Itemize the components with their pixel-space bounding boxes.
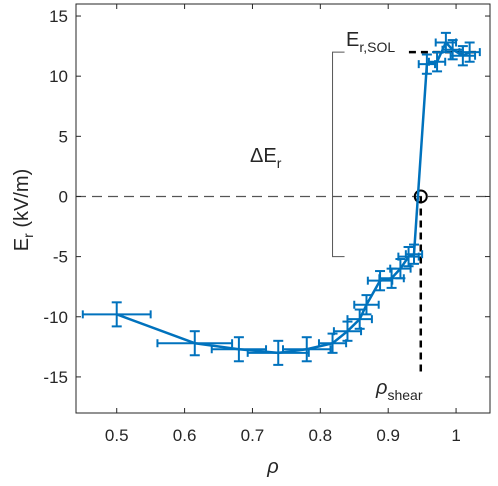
y-tick-label: 5	[59, 127, 68, 146]
x-tick-label: 0.5	[105, 426, 129, 445]
x-tick-label: 1	[451, 426, 460, 445]
delta-bracket-group	[332, 51, 345, 258]
series-line	[116, 41, 471, 355]
x-tick-label: 0.9	[376, 426, 400, 445]
data-point	[417, 53, 437, 75]
data-point	[346, 308, 373, 330]
x-tick-label: 0.6	[173, 426, 197, 445]
data-point	[397, 245, 420, 268]
annotation-rho-main: ρ	[375, 377, 387, 399]
y-tick-label: -5	[53, 248, 68, 267]
annotation-delta-sub: r	[277, 155, 282, 171]
x-tick-label: 0.7	[241, 426, 265, 445]
y-tick-label: 10	[49, 67, 68, 86]
data-point	[427, 51, 447, 73]
data-point	[246, 339, 310, 366]
delta-er-bracket	[332, 51, 345, 258]
y-tick-label: -15	[43, 368, 68, 387]
x-tick-label: 0.8	[309, 426, 333, 445]
axes-group	[75, 3, 491, 414]
x-axis-title: ρ	[266, 456, 278, 478]
data-point	[210, 336, 268, 363]
shear-point-marker	[413, 189, 428, 204]
data-point	[449, 45, 477, 67]
data-point	[156, 330, 234, 357]
annotation-e-sol-sub: r,SOL	[359, 39, 395, 55]
data-point	[404, 243, 424, 265]
axes-box	[75, 3, 491, 414]
y-tick-label: -10	[43, 308, 68, 327]
data-point	[353, 294, 380, 316]
annotation-e-sol-main: E	[346, 29, 359, 51]
tick-labels-group: 0.5 0.6 0.7 0.8 0.9 1 -15 -10 -5 0 5 10 15	[43, 7, 460, 445]
y-axis-title-main: E	[11, 238, 33, 251]
annotation-delta-er: ΔEr	[250, 145, 282, 171]
annotation-delta-main: ΔE	[250, 145, 277, 167]
y-tick-label: 0	[59, 187, 68, 206]
series-group	[81, 31, 481, 366]
y-axis-title-unit: (kV/m)	[11, 169, 33, 233]
data-point	[317, 332, 348, 354]
data-point	[282, 336, 332, 363]
annotation-rho-sub: shear	[387, 387, 422, 403]
y-axis-title: Er (kV/m)	[11, 169, 36, 251]
y-axis-title-sub: r	[20, 233, 36, 238]
annotation-rho-shear: ρshear	[375, 377, 423, 403]
data-point	[81, 301, 152, 328]
guide-lines-group	[408, 50, 480, 373]
y-tick-label: 15	[49, 7, 68, 26]
annotation-e-sol: Er,SOL	[346, 29, 395, 55]
data-point	[458, 41, 481, 63]
